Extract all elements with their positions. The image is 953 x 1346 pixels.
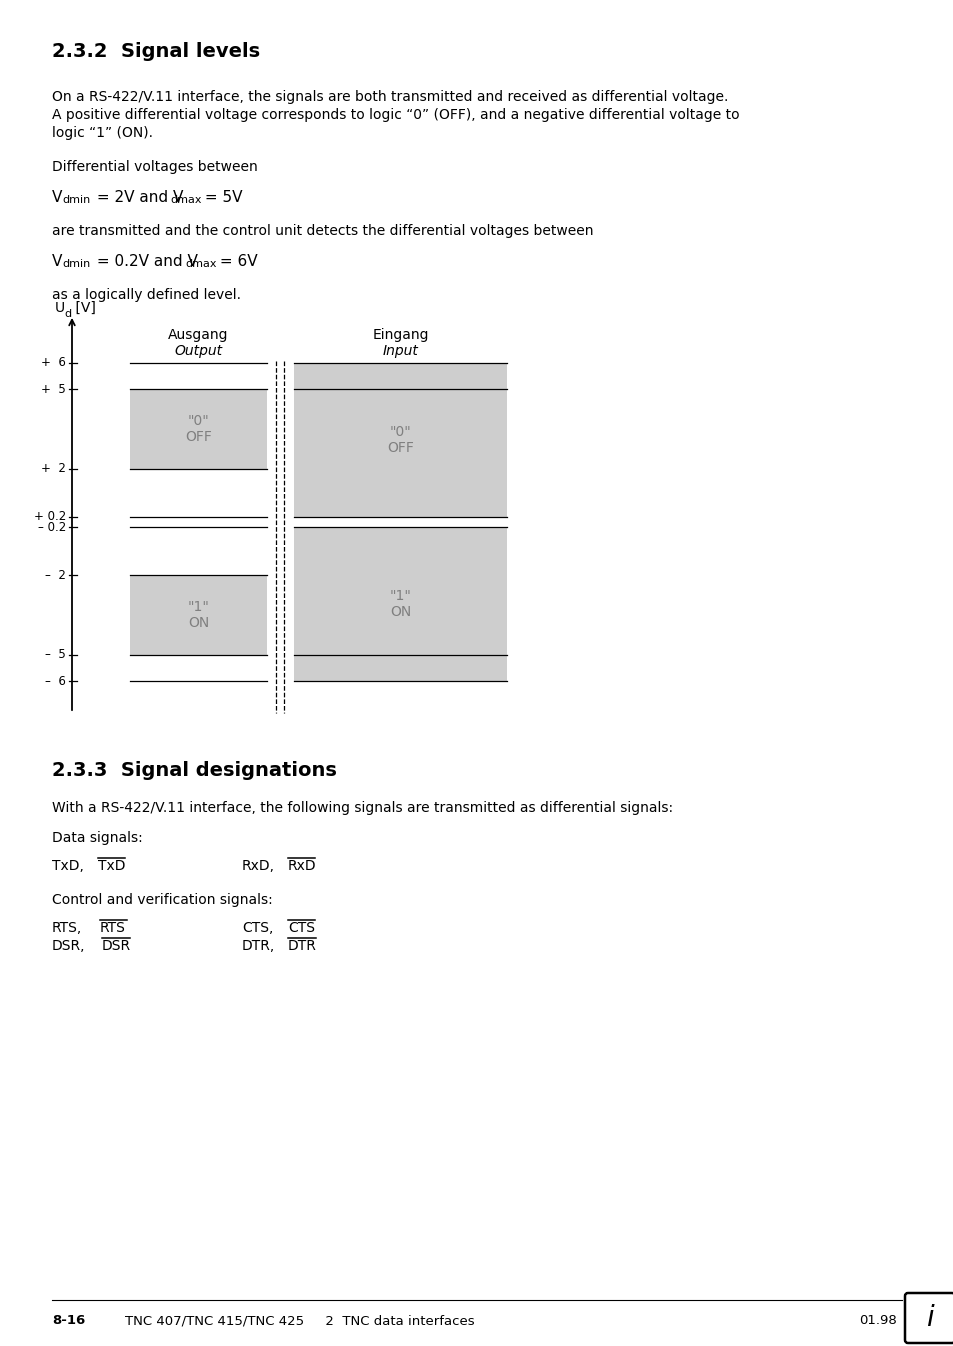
Text: Data signals:: Data signals: (52, 830, 143, 845)
Text: "0": "0" (188, 415, 209, 428)
Text: logic “1” (ON).: logic “1” (ON). (52, 127, 152, 140)
Text: Input: Input (382, 345, 418, 358)
Text: –  6: – 6 (45, 674, 66, 688)
Bar (294, 528, 506, 681)
Text: dmax: dmax (170, 195, 201, 205)
Text: TNC 407/TNC 415/TNC 425     2  TNC data interfaces: TNC 407/TNC 415/TNC 425 2 TNC data inter… (125, 1314, 475, 1327)
Text: as a logically defined level.: as a logically defined level. (52, 288, 241, 302)
Text: RxD,: RxD, (242, 859, 274, 874)
Text: –  2: – 2 (45, 568, 66, 581)
Text: RTS,: RTS, (52, 921, 82, 935)
Text: = 2V and V: = 2V and V (91, 190, 183, 205)
Text: V: V (52, 254, 62, 269)
Text: CTS,: CTS, (242, 921, 274, 935)
FancyBboxPatch shape (904, 1294, 953, 1343)
Text: OFF: OFF (387, 440, 414, 455)
Text: 2.3.3  Signal designations: 2.3.3 Signal designations (52, 760, 336, 779)
Text: 2.3.2  Signal levels: 2.3.2 Signal levels (52, 42, 260, 61)
Text: = 5V: = 5V (200, 190, 242, 205)
Text: Eingang: Eingang (372, 328, 428, 342)
Text: dmin: dmin (62, 258, 91, 269)
Text: [V]: [V] (71, 302, 95, 315)
Text: V: V (52, 190, 62, 205)
Text: "0": "0" (389, 425, 411, 439)
Text: dmin: dmin (62, 195, 91, 205)
Text: TxD,: TxD, (52, 859, 84, 874)
Text: DSR,: DSR, (52, 940, 86, 953)
Text: 8-16: 8-16 (52, 1314, 85, 1327)
Text: –  5: – 5 (45, 649, 66, 661)
Text: = 6V: = 6V (214, 254, 257, 269)
Text: RxD: RxD (288, 859, 316, 874)
Text: are transmitted and the control unit detects the differential voltages between: are transmitted and the control unit det… (52, 223, 593, 238)
Text: With a RS-422/V.11 interface, the following signals are transmitted as different: With a RS-422/V.11 interface, the follow… (52, 801, 673, 814)
Text: i: i (925, 1304, 933, 1333)
Text: CTS: CTS (288, 921, 314, 935)
Bar (294, 363, 506, 517)
Text: +  5: + 5 (41, 382, 66, 396)
Text: 01.98: 01.98 (859, 1314, 896, 1327)
Text: – 0.2: – 0.2 (38, 521, 66, 534)
Bar (130, 389, 267, 468)
Text: + 0.2: + 0.2 (33, 510, 66, 524)
Text: A positive differential voltage corresponds to logic “0” (OFF), and a negative d: A positive differential voltage correspo… (52, 108, 739, 122)
Text: +  6: + 6 (41, 357, 66, 369)
Text: DTR: DTR (288, 940, 316, 953)
Bar (130, 575, 267, 654)
Text: DSR: DSR (102, 940, 131, 953)
Text: +  2: + 2 (41, 463, 66, 475)
Text: = 0.2V and V: = 0.2V and V (91, 254, 197, 269)
Text: Output: Output (174, 345, 222, 358)
Text: TxD: TxD (98, 859, 126, 874)
Text: DTR,: DTR, (242, 940, 275, 953)
Text: Control and verification signals:: Control and verification signals: (52, 892, 273, 907)
Text: ON: ON (390, 606, 411, 619)
Text: d: d (64, 310, 71, 319)
Text: "1": "1" (389, 590, 411, 603)
Text: Ausgang: Ausgang (168, 328, 229, 342)
Text: ON: ON (188, 616, 209, 630)
Text: "1": "1" (188, 600, 210, 614)
Text: dmax: dmax (185, 258, 216, 269)
Text: U: U (55, 302, 65, 315)
Text: RTS: RTS (100, 921, 126, 935)
Text: Differential voltages between: Differential voltages between (52, 160, 257, 174)
Text: OFF: OFF (185, 431, 212, 444)
Text: On a RS-422/V.11 interface, the signals are both transmitted and received as dif: On a RS-422/V.11 interface, the signals … (52, 90, 727, 104)
